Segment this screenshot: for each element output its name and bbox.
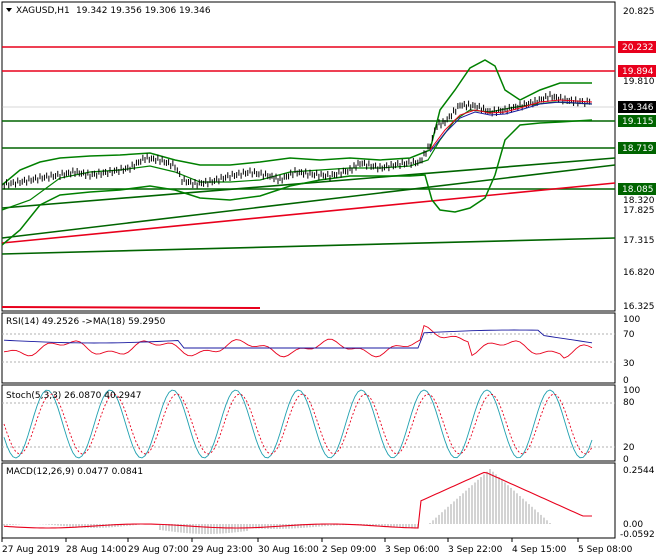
price-axis-label: 18.320: [623, 196, 655, 206]
macd-axis-top: 0.2544: [623, 466, 655, 476]
time-axis-label: 27 Aug 2019: [2, 545, 60, 555]
middle-band: [1, 101, 593, 211]
time-axis-label: 4 Sep 15:00: [512, 545, 567, 555]
price-axis-label: 17.315: [623, 236, 655, 246]
stoch-axis-100: 100: [623, 386, 640, 396]
macd-plot: [3, 469, 592, 534]
price-axis-label: 20.825: [623, 7, 655, 17]
baseline-marker: [1, 306, 261, 309]
stoch-axis-80: 80: [623, 398, 635, 408]
time-axis-label: 29 Aug 07:00: [128, 545, 189, 555]
main-chart-plot: [1, 46, 616, 309]
level-tag-text: 19.346: [622, 103, 654, 113]
rsi-axis-0: 0: [623, 376, 629, 386]
level-tag-text: 20.232: [622, 43, 654, 53]
time-axis-label: 5 Sep 08:00: [578, 545, 633, 555]
stoch-signal-line: [3, 393, 593, 455]
time-axis-label: 30 Aug 16:00: [258, 545, 319, 555]
ma-short-blue: [429, 101, 593, 153]
macd-axis-bottom: -0.0592: [620, 530, 655, 540]
time-axis: 27 Aug 2019 28 Aug 14:00 29 Aug 07:00 29 Au…: [1, 538, 633, 555]
level-tag-bg: [618, 142, 656, 154]
ma-short-red: [429, 99, 593, 151]
price-bars: [1, 91, 591, 190]
triangle-down-icon[interactable]: [6, 8, 12, 12]
macd-signal-line: [3, 471, 592, 529]
level-tag-text: 18.719: [622, 144, 654, 154]
time-axis-label: 2 Sep 09:00: [322, 545, 377, 555]
stoch-frame: [1, 384, 616, 462]
rsi-axis-100: 100: [623, 315, 640, 325]
time-axis-label: 29 Aug 23:00: [192, 545, 253, 555]
price-axis-label: 16.820: [623, 268, 655, 278]
time-axis-label: 3 Sep 06:00: [385, 545, 440, 555]
level-tag-text: 19.115: [622, 117, 654, 127]
trend-line: [1, 237, 616, 255]
level-tag-bg: [618, 101, 656, 113]
level-tags: 20.232 19.894 19.346 19.115 18.719 18.085: [618, 41, 656, 195]
stoch-plot: [2, 389, 615, 459]
time-axis-label: 3 Sep 22:00: [448, 545, 503, 555]
rsi-plot: [2, 324, 615, 363]
rsi-axis-30: 30: [623, 359, 635, 369]
stoch-axis-0: 0: [623, 455, 629, 465]
level-tag-text: 18.085: [622, 185, 654, 195]
upper-band: [1, 59, 592, 186]
trend-line: [1, 164, 616, 239]
main-chart-frame: [1, 1, 616, 312]
price-axis-label: 19.810: [623, 77, 655, 87]
stoch-axis-20: 20: [623, 443, 635, 453]
macd-label: MACD(12,26,9) 0.0477 0.0841: [6, 467, 143, 477]
level-tag-bg: [618, 65, 656, 77]
price-axis-label: 16.325: [623, 302, 655, 312]
rsi-label: RSI(14) 49.2526 ->MA(18) 59.2950: [6, 317, 166, 327]
macd-axis-zero: 0.00: [623, 520, 643, 530]
stoch-label: Stoch(5,3,3) 26.0870 40.2947: [6, 391, 141, 401]
macd-frame: [1, 462, 616, 539]
rsi-frame: [1, 312, 616, 384]
level-tag-bg: [618, 183, 656, 195]
level-tag-bg: [618, 115, 656, 127]
stoch-main-line: [3, 389, 593, 459]
rsi-axis-70: 70: [623, 330, 635, 340]
time-axis-label: 28 Aug 14:00: [66, 545, 127, 555]
price-axis-label: 17.825: [623, 206, 655, 216]
lower-band: [1, 119, 593, 246]
ohlc-values: 19.342 19.356 19.306 19.346: [76, 6, 211, 16]
moving-average-long: [1, 182, 616, 244]
symbol-label: XAGUSD,H1: [16, 6, 70, 16]
level-tag-text: 19.894: [622, 67, 654, 77]
rsi-ma-line: [3, 329, 593, 349]
level-tag-bg: [618, 41, 656, 53]
rsi-line: [3, 324, 593, 359]
